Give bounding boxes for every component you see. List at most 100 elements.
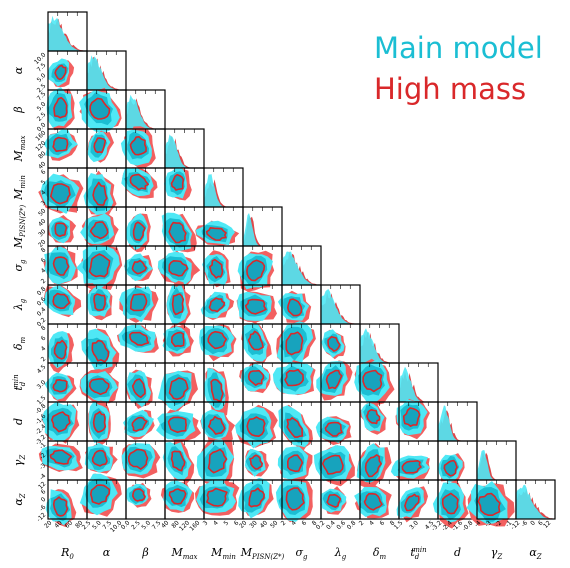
ytick-alphaZ: -6 bbox=[38, 504, 47, 513]
ytick-delta_m: 6 bbox=[40, 335, 48, 343]
xlabel-d: d bbox=[454, 546, 461, 559]
xlabel-sigma_g: σg bbox=[296, 546, 309, 561]
panel-sigma_g-vs-beta bbox=[123, 245, 166, 286]
contour-high-mass-inner bbox=[131, 416, 148, 432]
panel-delta_m-vs-lambda_g bbox=[320, 323, 361, 364]
panel-d-vs-sigma_g bbox=[278, 401, 322, 453]
contour-high-mass-inner bbox=[92, 181, 108, 206]
contour-high-mass-inner bbox=[284, 368, 304, 387]
panel-gammaZ-vs-MPISN bbox=[242, 440, 283, 481]
panel-tdmin-vs-delta_m bbox=[354, 358, 400, 406]
panel-alphaZ-vs-Mmax bbox=[160, 479, 205, 520]
panel-Mmax-vs-R0 bbox=[43, 128, 88, 169]
panel-alphaZ-vs-tdmin bbox=[396, 479, 439, 523]
ylabel-MPISN: MPISN(Z*) bbox=[12, 204, 27, 249]
ytick-alpha: 7.5 bbox=[36, 62, 48, 74]
contour-high-mass-inner bbox=[247, 330, 264, 351]
ytick-Mmin: 4 bbox=[40, 189, 48, 197]
ytick-delta_m: 8 bbox=[40, 324, 48, 332]
contour-high-mass-inner bbox=[326, 493, 342, 508]
panel-Mmin-vs-Mmin bbox=[203, 167, 244, 208]
panel-tdmin-vs-alpha bbox=[79, 362, 127, 404]
contour-high-mass-inner bbox=[210, 378, 224, 402]
ylabel-d: d bbox=[12, 418, 25, 425]
hist-main-model-beta bbox=[126, 94, 165, 129]
hist-main-model-alpha bbox=[87, 55, 126, 90]
contour-high-mass-inner bbox=[168, 488, 187, 505]
xtick-gammaZ: -3 bbox=[484, 519, 493, 528]
contour-high-mass-inner bbox=[285, 331, 304, 356]
contour-high-mass-inner bbox=[93, 293, 106, 311]
contour-high-mass-inner bbox=[285, 487, 305, 511]
panel-delta_m-vs-sigma_g bbox=[276, 321, 322, 366]
contour-high-mass-inner bbox=[170, 173, 185, 191]
ytick-sigma_g: 4 bbox=[40, 267, 48, 275]
hist-main-model-sigma_g bbox=[282, 251, 321, 285]
contour-high-mass-inner bbox=[90, 484, 111, 505]
contour-high-mass-inner bbox=[287, 298, 303, 317]
contour-high-mass-inner bbox=[88, 378, 110, 396]
xlabel-gammaZ: γZ bbox=[491, 546, 503, 561]
panel-alphaZ-vs-R0 bbox=[45, 479, 88, 528]
ytick-beta: 0.0 bbox=[36, 121, 48, 133]
xtick-alphaZ: 0 bbox=[529, 519, 537, 527]
contour-high-mass-inner bbox=[92, 410, 107, 433]
panel-gammaZ-vs-beta bbox=[121, 440, 166, 481]
xlabel-R0: R0 bbox=[60, 546, 74, 561]
contour-high-mass-inner bbox=[171, 293, 185, 316]
panel-MPISN-vs-R0 bbox=[47, 206, 88, 247]
panel-d-vs-d bbox=[437, 401, 478, 442]
xtick-Mmax: 40 bbox=[160, 519, 170, 529]
contour-high-mass-inner bbox=[129, 331, 150, 346]
ytick-lambda_g: 0.2 bbox=[36, 316, 48, 328]
panel-gammaZ-vs-R0 bbox=[38, 440, 88, 481]
contour-high-mass-inner bbox=[363, 492, 383, 511]
xtick-gammaZ: -4 bbox=[473, 519, 482, 528]
panel-lambda_g-vs-beta bbox=[119, 284, 166, 325]
ytick-alphaZ: 6 bbox=[40, 488, 48, 496]
panel-Mmax-vs-Mmax bbox=[164, 128, 205, 169]
xtick-tdmin: 3.0 bbox=[408, 519, 420, 531]
hist-main-model-MPISN bbox=[243, 213, 282, 246]
xtick-sigma_g: 2 bbox=[280, 519, 288, 527]
panel-alphaZ-vs-lambda_g bbox=[320, 479, 361, 520]
contour-high-mass-inner bbox=[129, 136, 147, 156]
contour-high-mass-inner bbox=[52, 379, 68, 393]
panel-gammaZ-vs-gammaZ bbox=[476, 440, 517, 481]
xlabel-alpha: α bbox=[103, 546, 111, 559]
contour-high-mass-inner bbox=[209, 258, 224, 279]
ytick-MPISN: 30 bbox=[37, 228, 47, 238]
panel-Mmax-vs-beta bbox=[120, 126, 166, 169]
panel-d-vs-Mmax bbox=[156, 401, 205, 443]
contour-high-mass-inner bbox=[53, 97, 68, 119]
panel-gammaZ-vs-tdmin bbox=[390, 440, 439, 481]
contour-high-mass-inner bbox=[52, 136, 69, 152]
xtick-beta: 7.5 bbox=[151, 519, 163, 531]
xtick-tdmin: 4.5 bbox=[424, 519, 436, 531]
ytick-Mmin: 5 bbox=[40, 179, 48, 187]
contour-high-mass-inner bbox=[93, 137, 107, 154]
xtick-Mmax: 80 bbox=[170, 519, 180, 529]
panel-Mmin-vs-beta bbox=[121, 167, 166, 208]
contour-high-mass-inner bbox=[52, 256, 70, 276]
contour-high-mass-inner bbox=[52, 292, 71, 310]
ytick-beta: 2.5 bbox=[36, 111, 48, 123]
xtick-MPISN: 30 bbox=[248, 519, 258, 529]
panel-MPISN-vs-beta bbox=[125, 206, 166, 253]
panel-MPISN-vs-alpha bbox=[80, 206, 127, 251]
ytick-gammaZ: -4 bbox=[38, 472, 47, 481]
contour-high-mass-inner bbox=[171, 331, 185, 348]
panel-MPISN-vs-Mmin bbox=[195, 206, 244, 247]
ytick-alpha: 2.5 bbox=[36, 82, 48, 94]
panel-delta_m-vs-Mmax bbox=[162, 323, 205, 364]
panel-lambda_g-vs-lambda_g bbox=[320, 284, 361, 325]
xtick-alpha: 5.0 bbox=[91, 519, 103, 531]
panel-alphaZ-vs-d bbox=[432, 479, 478, 529]
ylabel-tdmin: tdmin bbox=[12, 374, 27, 391]
panel-delta_m-vs-MPISN bbox=[241, 321, 283, 364]
xtick-sigma_g: 6 bbox=[300, 519, 308, 527]
contour-high-mass-inner bbox=[207, 415, 226, 435]
contour-high-mass-inner bbox=[167, 416, 187, 434]
ytick-tdmin: 4.5 bbox=[36, 363, 48, 375]
